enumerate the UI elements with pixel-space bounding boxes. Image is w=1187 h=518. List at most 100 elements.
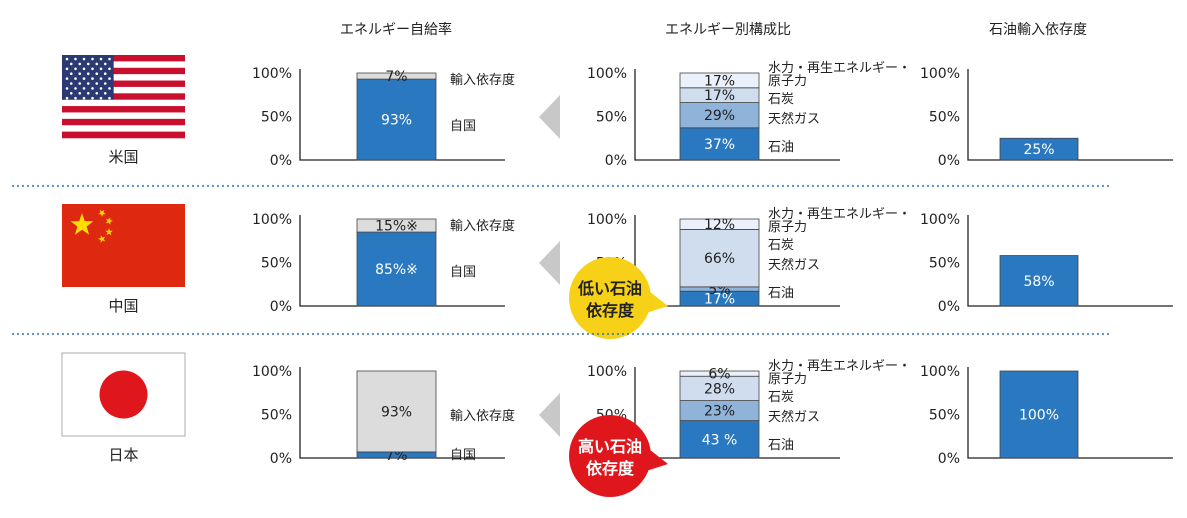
legend-label: 輸入依存度 — [450, 218, 515, 234]
china-flag — [62, 204, 185, 287]
flag-star — [108, 77, 111, 80]
data-label: 66% — [704, 251, 735, 267]
y-tick-label: 100% — [920, 66, 960, 82]
bar-segment — [356, 231, 437, 307]
y-tick-label: 100% — [920, 212, 960, 228]
legend-label: 水力・再生エネルギー・ — [768, 207, 911, 222]
bar-segment — [679, 229, 760, 288]
flag-stripe — [62, 86, 185, 94]
header-self-sufficiency: エネルギー自給率 — [340, 21, 452, 38]
flag-star — [95, 82, 99, 85]
flag-star — [108, 57, 111, 61]
flag-stripe — [62, 61, 185, 69]
flag-star — [86, 72, 90, 75]
y-axis-line — [299, 367, 505, 459]
data-label: 28% — [704, 381, 735, 397]
legend-label: 原子力 — [768, 220, 807, 235]
flag-star — [91, 77, 94, 80]
legend-label: 原子力 — [768, 372, 807, 387]
flag-stripe — [62, 106, 185, 113]
y-axis-line — [299, 215, 505, 307]
flag-star — [86, 62, 90, 66]
flag-star — [78, 72, 82, 75]
flag-stripe — [62, 118, 185, 126]
y-tick-label: 100% — [920, 364, 960, 380]
flag-star — [95, 62, 99, 66]
flag-star — [108, 96, 111, 100]
flag-star — [74, 77, 77, 80]
legend-label: 石油 — [768, 140, 794, 155]
data-label: 7% — [385, 69, 407, 85]
data-label: 29% — [704, 108, 735, 124]
flag-star — [70, 213, 94, 235]
y-tick-label: 0% — [270, 153, 292, 169]
flag-star — [103, 72, 107, 75]
legend-label: 水力・再生エネルギー・ — [768, 61, 911, 76]
y-axis-line — [967, 367, 1173, 459]
comparison-arrow — [539, 241, 560, 285]
flag-star — [99, 96, 103, 100]
flag-stripe — [62, 112, 185, 120]
legend-label: 原子力 — [768, 74, 807, 89]
y-tick-label: 50% — [929, 408, 960, 424]
bar-segment — [679, 72, 760, 89]
flag-star — [65, 87, 69, 90]
y-tick-label: 0% — [938, 451, 960, 467]
flag-star — [69, 62, 73, 66]
bar-segment — [356, 218, 437, 233]
flag-stripe — [62, 131, 185, 139]
y-tick-label: 100% — [252, 66, 292, 82]
flag-star — [86, 92, 90, 95]
data-label: 17% — [704, 73, 735, 89]
data-label: 58% — [1023, 274, 1054, 290]
flag-star — [65, 67, 69, 71]
data-label: 17% — [704, 292, 735, 308]
bar-segment — [679, 375, 760, 401]
bar-segment — [679, 420, 760, 459]
flag-star — [91, 87, 94, 90]
flag-star — [105, 217, 113, 225]
data-label: 100% — [1019, 408, 1059, 424]
y-tick-label: 0% — [270, 299, 292, 315]
data-label: 43 % — [702, 432, 738, 448]
legend-label: 自国 — [450, 119, 476, 134]
flag-star — [74, 87, 77, 90]
bar-segment — [356, 370, 437, 453]
y-tick-label: 50% — [261, 110, 292, 126]
flag-stripe — [62, 67, 185, 75]
flag-star — [82, 67, 86, 71]
y-tick-label: 50% — [261, 256, 292, 272]
bar-segment — [679, 370, 760, 377]
flag-star — [98, 209, 106, 217]
y-tick-label: 50% — [929, 110, 960, 126]
usa-flag — [62, 55, 185, 139]
y-tick-label: 100% — [587, 364, 627, 380]
flag-star — [82, 96, 86, 100]
y-tick-label: 100% — [252, 212, 292, 228]
bar-segment — [999, 137, 1079, 161]
legend-label: 輸入依存度 — [450, 72, 515, 88]
flag-star — [91, 96, 94, 100]
badge-text: 依存度 — [586, 459, 635, 478]
comparison-arrow — [539, 393, 560, 437]
flag-stripe — [62, 93, 185, 100]
badge-text: 依存度 — [586, 301, 635, 320]
data-label: 17% — [704, 88, 735, 104]
y-tick-label: 50% — [261, 408, 292, 424]
y-axis-line — [634, 69, 840, 161]
callout-badge — [569, 257, 651, 339]
country-name: 日本 — [108, 446, 138, 464]
data-label: 15%※ — [375, 219, 418, 235]
country-name: 米国 — [108, 148, 138, 166]
legend-label: 自国 — [450, 265, 476, 280]
flag-star — [69, 92, 73, 95]
legend-label: 天然ガス — [768, 111, 820, 127]
flag-star — [82, 87, 86, 90]
flag-star — [99, 67, 103, 71]
flag-star — [95, 72, 99, 75]
flag-star — [108, 87, 111, 90]
bar-segment — [679, 127, 760, 161]
